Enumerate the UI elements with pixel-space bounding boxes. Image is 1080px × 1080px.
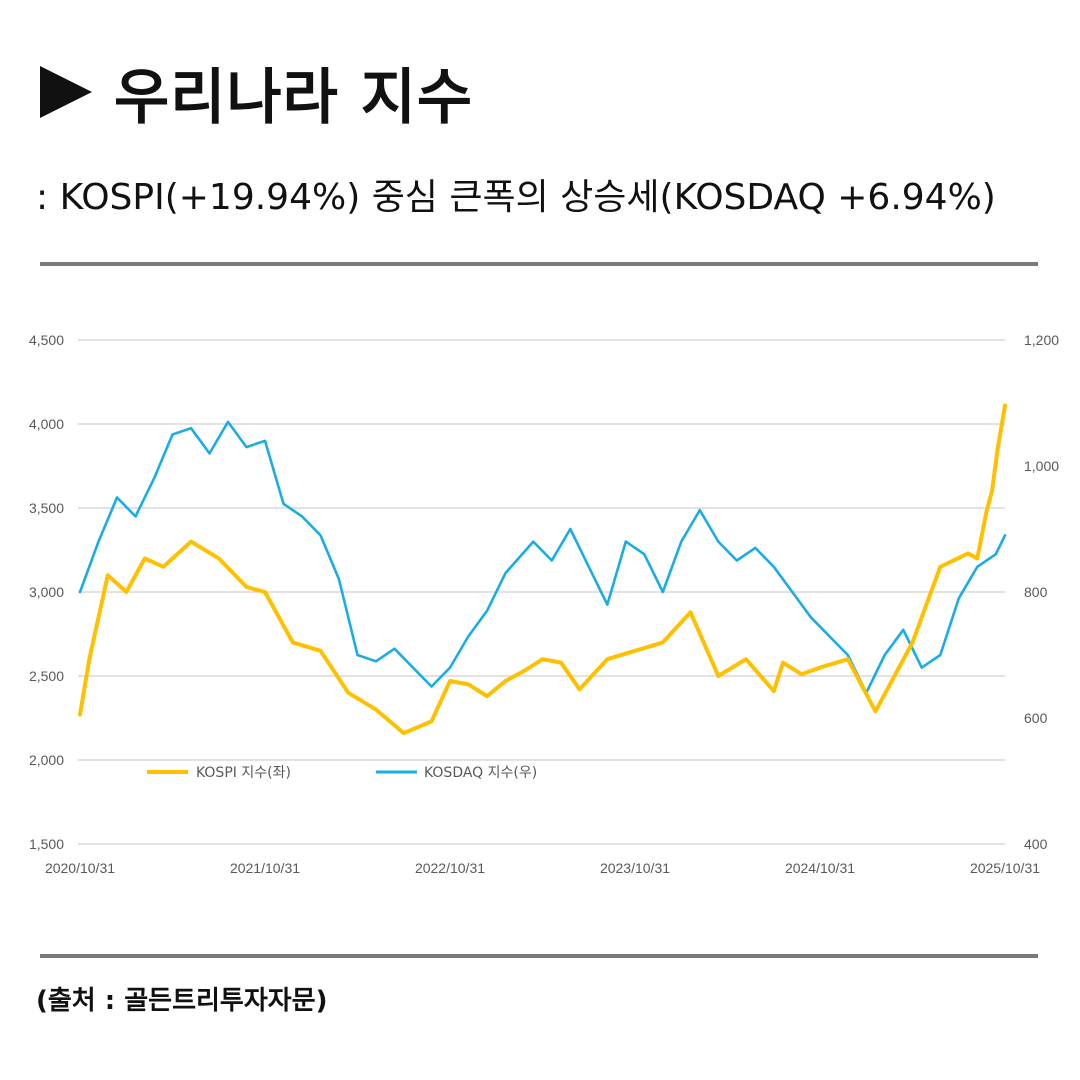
left-tick-label: 2,500 <box>29 668 64 684</box>
right-tick-label: 400 <box>1024 836 1048 852</box>
legend-kosdaq-label: KOSDAQ 지수(우) <box>424 765 537 781</box>
right-tick-label: 600 <box>1024 710 1048 726</box>
play-triangle-icon <box>40 66 92 118</box>
right-tick-label: 800 <box>1024 584 1048 600</box>
left-tick-label: 2,000 <box>29 752 64 768</box>
series-lines <box>78 403 1007 736</box>
left-tick-label: 1,500 <box>29 836 64 852</box>
right-tick-label: 1,200 <box>1024 332 1059 348</box>
kospi-series-line <box>78 403 1007 736</box>
left-tick-label: 4,000 <box>29 416 64 432</box>
x-tick-label: 2021/10/31 <box>230 860 300 876</box>
x-tick-label: 2024/10/31 <box>785 860 855 876</box>
page-title: 우리나라 지수 <box>40 52 473 133</box>
right-tick-label: 1,000 <box>1024 458 1059 474</box>
source-note: (출처 : 골든트리투자자문) <box>36 986 328 1016</box>
x-tick-label: 2025/10/31 <box>970 860 1040 876</box>
left-tick-label: 4,500 <box>29 332 64 348</box>
left-tick-label: 3,500 <box>29 500 64 516</box>
legend: KOSPI 지수(좌) KOSDAQ 지수(우) <box>147 765 537 781</box>
left-axis: 1,500 2,000 2,500 3,000 3,500 4,000 4,500 <box>29 332 64 852</box>
page-title-text: 우리나라 지수 <box>114 62 474 133</box>
legend-kospi-label: KOSPI 지수(좌) <box>196 765 291 781</box>
bottom-divider <box>40 954 1038 958</box>
page-subtitle: : KOSPI(+19.94%) 중심 큰폭의 상승세(KOSDAQ +6.94… <box>36 177 996 218</box>
left-tick-label: 3,000 <box>29 584 64 600</box>
x-tick-label: 2023/10/31 <box>600 860 670 876</box>
x-axis: 2020/10/31 2021/10/31 2022/10/31 2023/10/31… <box>45 860 1040 876</box>
top-divider <box>40 262 1038 266</box>
x-tick-label: 2020/10/31 <box>45 860 115 876</box>
gridlines <box>78 339 1005 845</box>
x-tick-label: 2022/10/31 <box>415 860 485 876</box>
right-axis: 400 600 800 1,000 1,200 <box>1024 332 1059 852</box>
dual-axis-line-chart: 1,500 2,000 2,500 3,000 3,500 4,000 4,500 400 6… <box>29 332 1059 876</box>
